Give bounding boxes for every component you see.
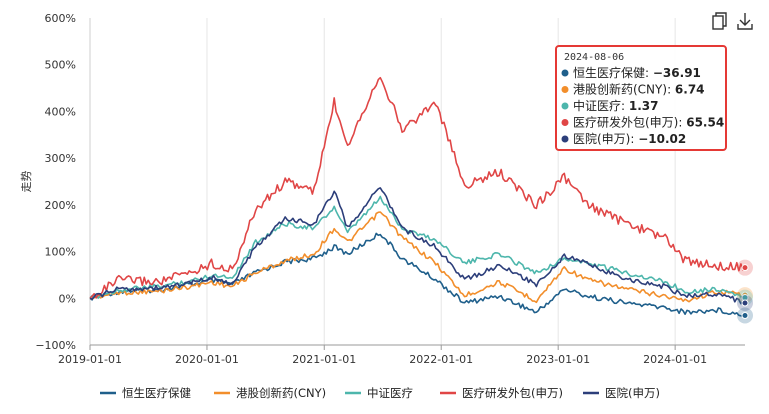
series-line bbox=[89, 195, 746, 299]
tooltip-row-label: 恒生医疗保健 bbox=[573, 66, 645, 80]
end-markers bbox=[737, 259, 753, 324]
x-tick-label: 2021-01-01 bbox=[292, 353, 356, 366]
tooltip-row: 港股创新药(CNY): 6.74 bbox=[573, 82, 705, 97]
y-tick-label: 100% bbox=[45, 246, 76, 259]
series-lines bbox=[89, 76, 746, 317]
legend: 恒生医疗保健 港股创新药(CNY) 中证医疗 医疗研发外包(申万) 医院(申万) bbox=[100, 386, 660, 400]
tooltip-row: 医疗研发外包(申万): 65.54 bbox=[573, 115, 724, 130]
series-line bbox=[89, 76, 746, 299]
y-tick-label: 200% bbox=[45, 199, 76, 212]
y-tick-label: 0% bbox=[59, 292, 76, 305]
tooltip-row-label: 医院(申万) bbox=[573, 132, 630, 146]
tooltip-swatch bbox=[561, 119, 569, 126]
tooltip-row-value: 1.37 bbox=[629, 99, 659, 113]
end-marker bbox=[741, 312, 749, 320]
series-line bbox=[89, 211, 746, 304]
tooltip-row-label: 医疗研发外包(申万) bbox=[573, 115, 678, 130]
tooltip-row-value: 65.54 bbox=[686, 116, 724, 130]
tooltip-row-label: 港股创新药(CNY) bbox=[573, 82, 667, 97]
tooltip-row: 中证医疗: 1.37 bbox=[573, 98, 658, 113]
x-tick-label: 2020-01-01 bbox=[175, 353, 239, 366]
end-marker bbox=[741, 299, 749, 307]
tooltip-row-value: −10.02 bbox=[638, 132, 686, 146]
y-tick-label: −100% bbox=[35, 339, 76, 352]
x-tick-label: 2024-01-01 bbox=[643, 353, 707, 366]
legend-item[interactable]: 中证医疗 bbox=[367, 386, 413, 400]
tooltip-row: 医院(申万): −10.02 bbox=[573, 132, 686, 146]
x-tick-label: 2023-01-01 bbox=[526, 353, 590, 366]
y-axis: −100% 0% 100% 200% 300% 400% 500% 600% bbox=[35, 12, 76, 352]
y-axis-label: 走势 bbox=[20, 171, 33, 193]
legend-item[interactable]: 恒生医疗保健 bbox=[122, 386, 191, 400]
x-tick-label: 2022-01-01 bbox=[409, 353, 473, 366]
tooltip-row: 恒生医疗保健: −36.91 bbox=[573, 66, 701, 80]
tooltip-row-value: 6.74 bbox=[675, 83, 705, 97]
series-line bbox=[89, 187, 746, 305]
y-tick-label: 400% bbox=[45, 105, 76, 118]
copy-icon[interactable] bbox=[712, 12, 727, 30]
y-tick-label: 300% bbox=[45, 152, 76, 165]
x-tick-label: 2019-01-01 bbox=[58, 353, 122, 366]
legend-item[interactable]: 港股创新药(CNY) bbox=[236, 386, 326, 400]
x-axis: 2019-01-01 2020-01-01 2021-01-01 2022-01-01… bbox=[58, 345, 707, 366]
legend-item[interactable]: 医疗研发外包(申万) bbox=[462, 386, 563, 400]
tooltip-date: 2024-08-06 bbox=[564, 52, 624, 63]
tooltip-box bbox=[555, 45, 727, 151]
tooltip-swatch bbox=[561, 102, 569, 110]
tooltip-row-value: −36.91 bbox=[653, 66, 701, 80]
y-tick-label: 500% bbox=[45, 59, 76, 72]
tooltip-swatch bbox=[561, 135, 569, 143]
series-line bbox=[89, 232, 746, 317]
legend-item[interactable]: 医院(申万) bbox=[605, 386, 660, 400]
download-icon[interactable] bbox=[737, 13, 753, 30]
tooltip-row-label: 中证医疗 bbox=[573, 98, 621, 113]
end-marker bbox=[741, 264, 749, 272]
tooltip-swatch bbox=[561, 69, 569, 77]
tooltip-swatch bbox=[561, 86, 569, 93]
tooltip: 2024-08-06 恒生医疗保健: −36.91 港股创新药(CNY): 6.7… bbox=[555, 45, 727, 151]
y-tick-label: 600% bbox=[45, 12, 76, 25]
